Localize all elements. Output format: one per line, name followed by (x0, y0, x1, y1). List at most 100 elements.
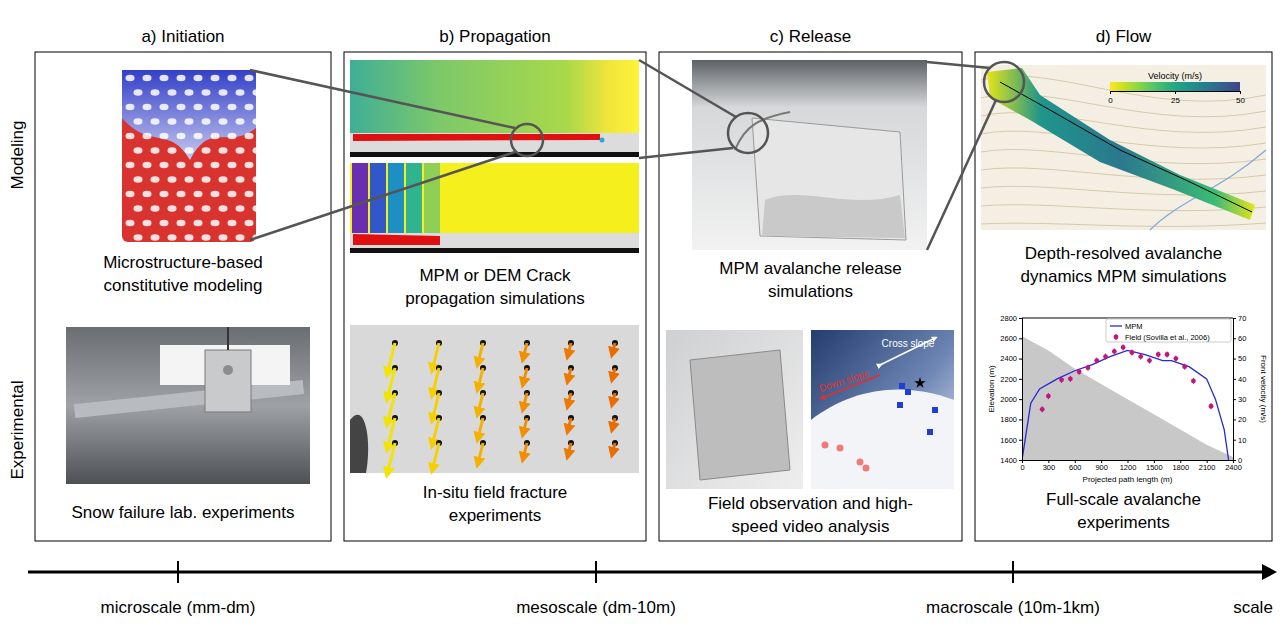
sim2-stripe (424, 163, 440, 233)
photo-label: Cross slope (882, 338, 935, 349)
pore (151, 118, 160, 124)
x-axis-tick-label: 2100 (1199, 463, 1216, 472)
sim-base (350, 152, 639, 157)
y-axis-tick-label: 2800 (1000, 314, 1017, 323)
pore (185, 176, 194, 182)
colorbar-tick-label: 50 (1236, 96, 1245, 105)
pore (236, 205, 245, 211)
microstructure-image (122, 70, 262, 242)
y-axis-tick: 2000 (1000, 395, 1022, 404)
sim2-stripe (406, 163, 422, 233)
series-point (1129, 350, 1134, 355)
pore (228, 75, 237, 81)
scale-line (28, 571, 1262, 574)
field-background (350, 325, 639, 473)
series-point (1147, 358, 1152, 363)
pore (177, 162, 186, 168)
y-axis-tick-label: 2200 (1000, 375, 1017, 384)
pore (194, 104, 203, 110)
scale-tick-label: microscale (mm-dm) (101, 598, 256, 617)
displacement-arrow (433, 443, 440, 469)
x-axis-tick-label: 300 (1043, 463, 1056, 472)
pore (219, 147, 228, 153)
displacement-arrow (433, 393, 440, 419)
pore (177, 104, 186, 110)
series-point (1077, 369, 1082, 374)
colorbar-tick-line (1175, 91, 1176, 94)
displacement-arrow (388, 443, 396, 473)
caption: simulations (768, 282, 853, 301)
y-axis-tick-line (1019, 379, 1022, 380)
displacement-arrow (523, 368, 527, 383)
sim2-gap (350, 233, 639, 248)
x-axis-tick: 1500 (1146, 460, 1163, 472)
series-point (1059, 377, 1064, 382)
caption: experiments (449, 506, 542, 525)
pore (253, 118, 262, 124)
displacement-arrow (523, 418, 527, 433)
pore (126, 162, 135, 168)
pore (160, 75, 169, 81)
displacement-arrow (523, 343, 527, 358)
y2-axis-tick: 0 (1233, 456, 1242, 465)
displacement-arrow (613, 393, 616, 403)
cross-arrow (880, 338, 935, 365)
microstructure-top (122, 70, 256, 160)
x-axis-tick-label: 1500 (1146, 463, 1163, 472)
y2-axis-tick-label: 10 (1238, 436, 1246, 445)
pore (219, 205, 228, 211)
caption: Depth-resolved avalanche (1025, 244, 1223, 263)
colorbar-tick-label: 25 (1171, 96, 1180, 105)
displacement-arrow (613, 443, 616, 453)
avalanche-path (987, 68, 1255, 220)
sim-tip (600, 138, 605, 143)
x-axis-tick-label: 900 (1095, 463, 1108, 472)
pore (185, 118, 194, 124)
scale-tick (1012, 561, 1014, 583)
y-axis-tick-label: 2600 (1000, 334, 1017, 343)
pore (211, 104, 220, 110)
column-title: a) Initiation (141, 27, 224, 46)
y-axis-title: Elevation (m) (987, 365, 996, 412)
colorbar-tick-line (1110, 91, 1111, 94)
column-title: d) Flow (1096, 27, 1152, 46)
lab-background (66, 327, 310, 484)
sim2-stripe (352, 163, 368, 233)
caption: Field observation and high- (708, 494, 913, 513)
legend-label: MPM (1125, 322, 1143, 331)
x-axis-tick-label: 1200 (1120, 463, 1137, 472)
displacement-arrow (568, 343, 571, 355)
y2-axis-tick-line (1233, 379, 1236, 380)
x-axis-tick: 600 (1069, 460, 1082, 472)
y-axis-tick-line (1019, 399, 1022, 400)
scale-tick (177, 561, 179, 583)
pore (151, 176, 160, 182)
displacement-arrow (568, 393, 571, 405)
y2-axis-tick: 10 (1233, 436, 1246, 445)
series-point (1156, 352, 1161, 357)
caption: In-situ field fracture (423, 483, 568, 502)
pore (151, 147, 160, 153)
cable (227, 327, 229, 350)
slope-snow (811, 390, 954, 489)
release-slab (752, 118, 906, 240)
pore (219, 89, 228, 95)
x-axis-title: Projected path length (m) (1083, 475, 1173, 484)
displacement-arrow (478, 418, 483, 438)
sim2-field (350, 163, 639, 233)
station-marker (899, 383, 905, 389)
pore (126, 220, 135, 226)
y2-axis-tick-label: 40 (1238, 375, 1246, 384)
lab-frame (74, 380, 304, 418)
y-axis-tick: 2600 (1000, 334, 1022, 343)
series-point (1040, 407, 1045, 412)
plot-top-frame (1022, 318, 1233, 319)
series-point (1046, 394, 1051, 399)
y-axis-tick: 2200 (1000, 375, 1022, 384)
colorbar (1110, 82, 1240, 91)
y2-axis-tick: 40 (1233, 375, 1246, 384)
pore (194, 162, 203, 168)
pore (228, 133, 237, 139)
legend: MPMField (Sovilla et al., 2006) (1106, 319, 1231, 342)
pore (168, 147, 177, 153)
